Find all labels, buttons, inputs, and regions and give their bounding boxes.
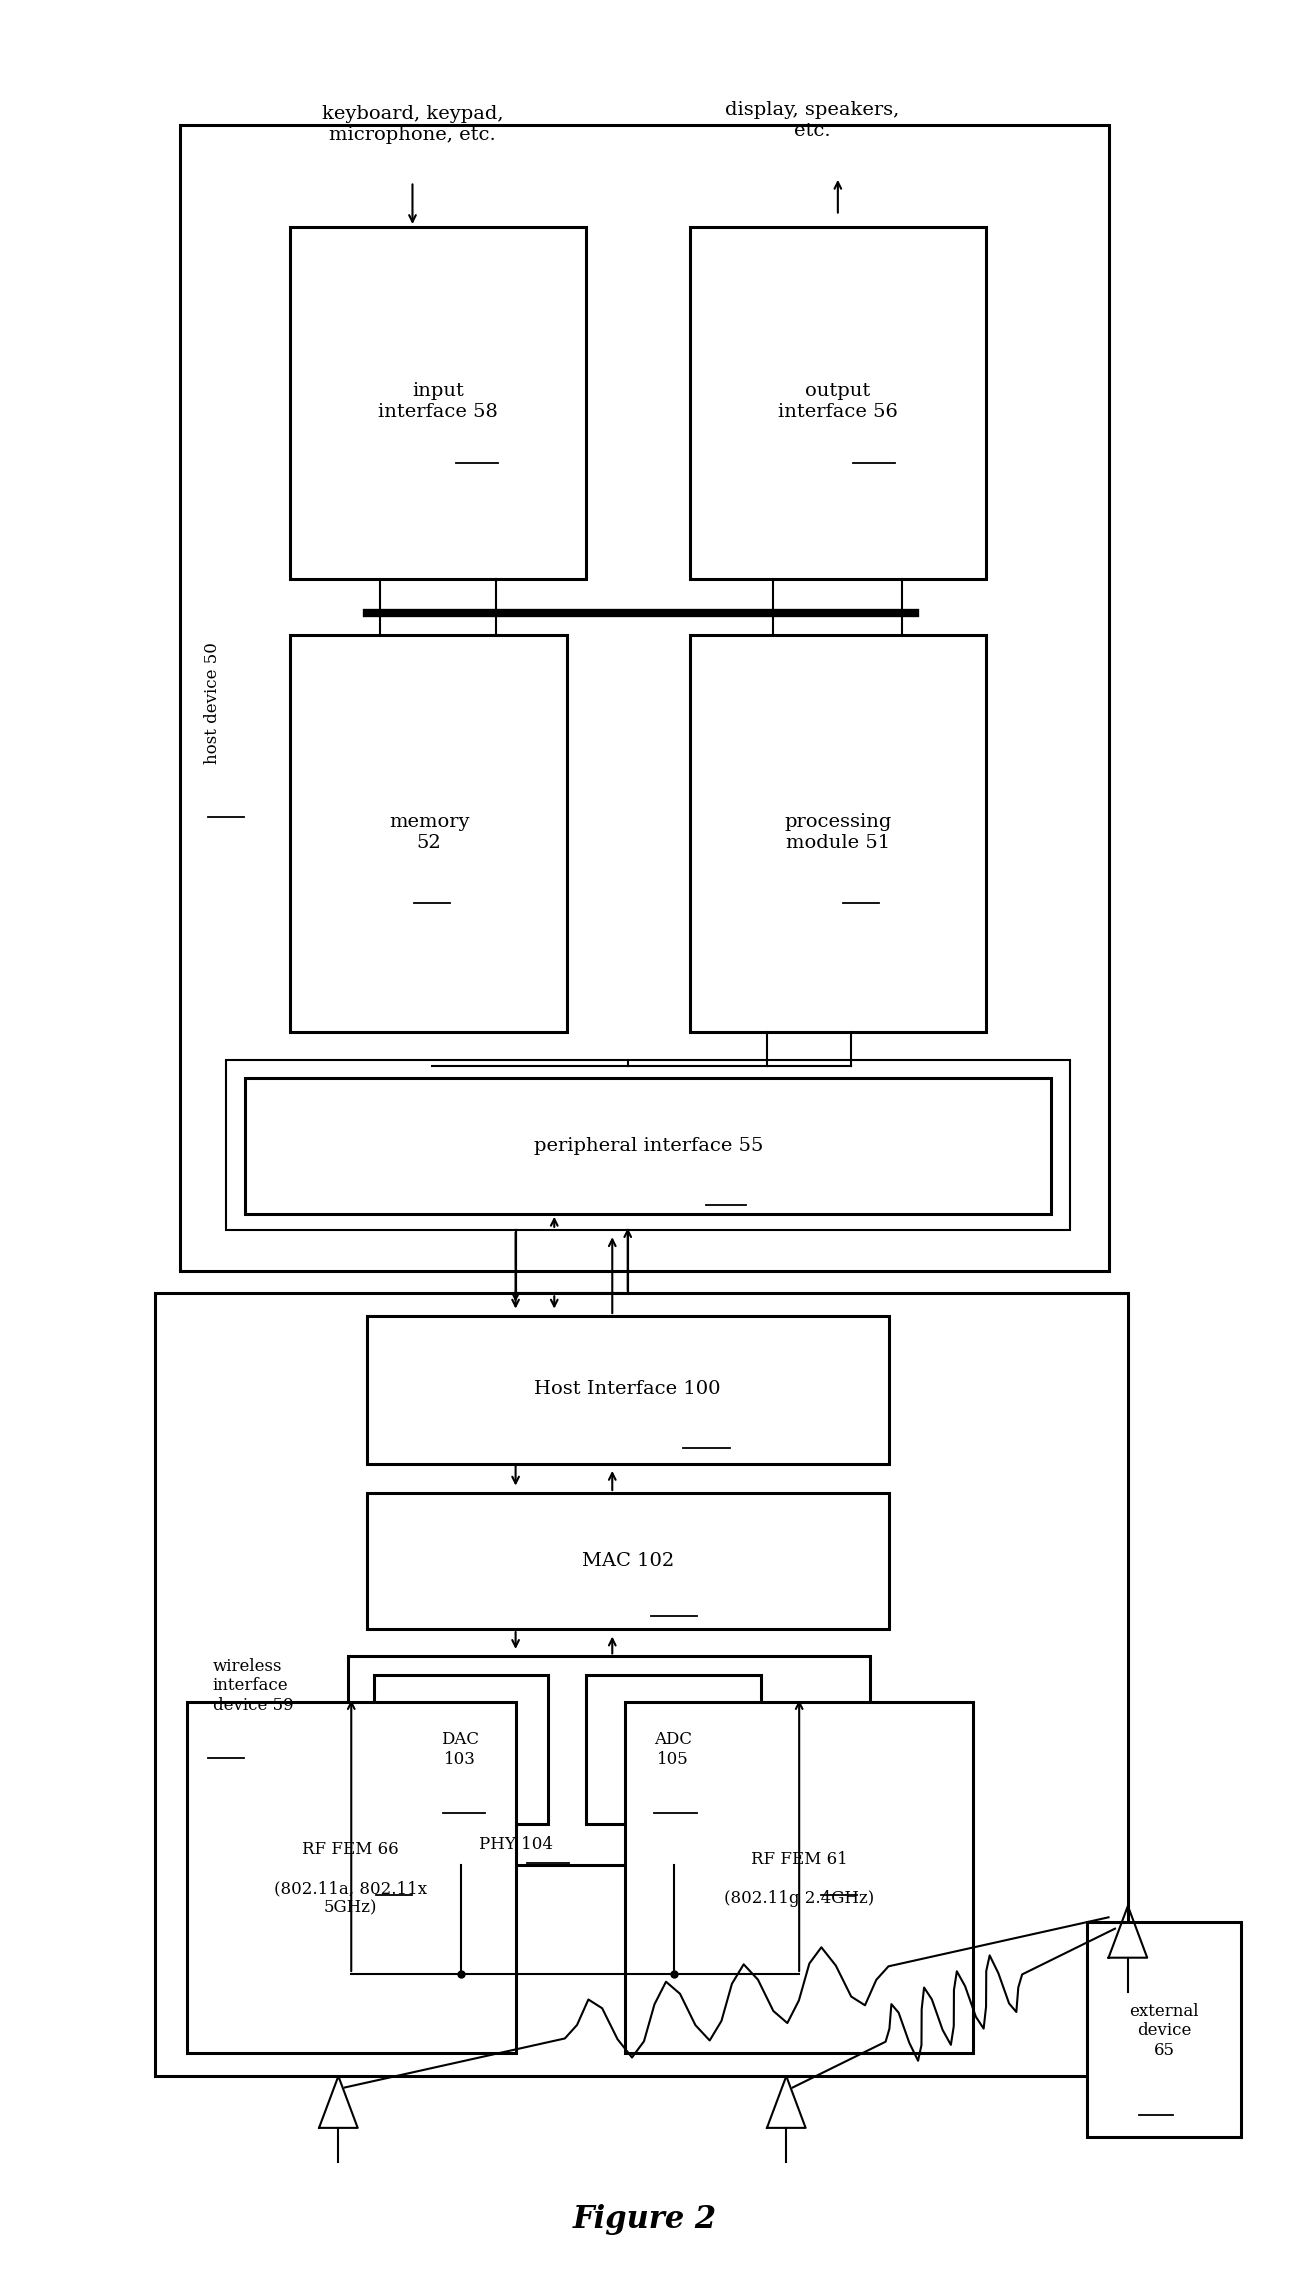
Bar	[690, 227, 986, 579]
Text: keyboard, keypad,
microphone, etc.: keyboard, keypad, microphone, etc.	[322, 104, 503, 145]
Bar	[586, 1675, 761, 1824]
Bar	[367, 1316, 889, 1464]
Bar	[180, 125, 1109, 1271]
Text: display, speakers,
etc.: display, speakers, etc.	[724, 100, 900, 141]
Bar	[625, 1702, 973, 2053]
Text: ADC
105: ADC 105	[654, 1731, 692, 1768]
Bar	[245, 1078, 1051, 1214]
Text: Host Interface 100: Host Interface 100	[535, 1380, 721, 1398]
Text: peripheral interface 55: peripheral interface 55	[534, 1137, 763, 1155]
Text: MAC 102: MAC 102	[581, 1552, 674, 1570]
Bar	[290, 635, 567, 1032]
Text: external
device
65: external device 65	[1129, 2004, 1199, 2058]
Bar	[1087, 1922, 1241, 2137]
Bar	[690, 635, 986, 1032]
Text: wireless
interface
device 59: wireless interface device 59	[213, 1659, 294, 1713]
Bar	[374, 1675, 548, 1824]
Text: processing
module 51: processing module 51	[784, 812, 892, 853]
Text: input
interface 58: input interface 58	[379, 381, 498, 422]
Bar	[155, 1293, 1128, 2076]
Text: PHY 104: PHY 104	[478, 1836, 553, 1854]
Text: RF FEM 66

(802.11a, 802.11x
5GHz): RF FEM 66 (802.11a, 802.11x 5GHz)	[275, 1840, 427, 1917]
Text: output
interface 56: output interface 56	[779, 381, 897, 422]
Bar	[290, 227, 586, 579]
Bar	[187, 1702, 516, 2053]
Text: memory
52: memory 52	[389, 812, 469, 853]
Text: DAC
103: DAC 103	[441, 1731, 480, 1768]
Text: host device 50: host device 50	[204, 642, 222, 765]
Text: Figure 2: Figure 2	[572, 2203, 717, 2235]
Bar	[226, 1060, 1070, 1230]
Bar	[348, 1656, 870, 1865]
Bar	[367, 1493, 889, 1629]
Text: RF FEM 61

(802.11g 2.4GHz): RF FEM 61 (802.11g 2.4GHz)	[724, 1852, 874, 1906]
